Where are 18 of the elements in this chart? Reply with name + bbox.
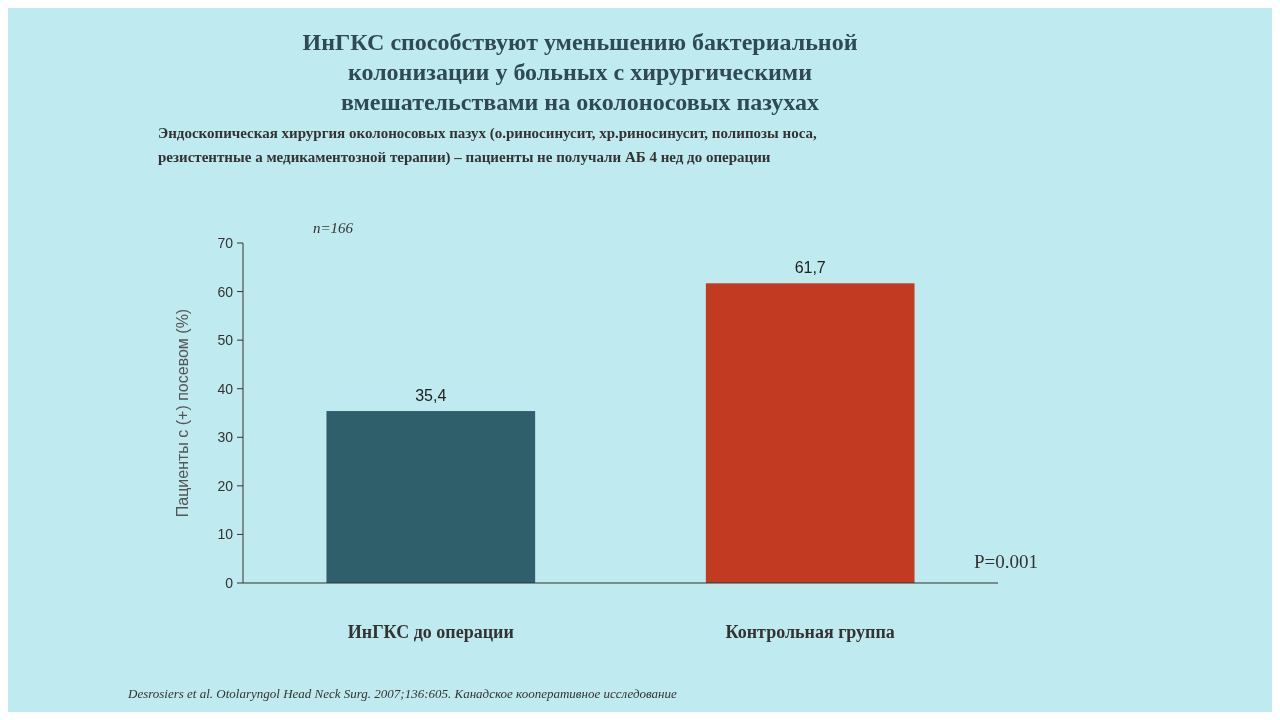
x-tick-label: Контрольная группа xyxy=(725,622,895,642)
y-tick-label: 30 xyxy=(217,429,234,446)
y-tick-label: 40 xyxy=(217,380,234,397)
text: Desrosiers et al. Otolaryngol Head Neck Surg. 2007;136:605. Канадское кооперативное исследование xyxy=(127,686,677,701)
y-tick-label: 60 xyxy=(217,283,234,300)
y-tick-label: 0 xyxy=(225,575,234,591)
annotation: P=0.001 xyxy=(973,551,1038,572)
data-label: 35,4 xyxy=(415,387,447,405)
y-axis-title: Пациенты с (+) посевом (%) xyxy=(174,308,191,518)
y-tick-label: 10 xyxy=(217,526,234,543)
chart-title: ИнГКС способствуют уменьшению бактериальной колонизации у больных с хирургическими вмешательствами на околоносовых пазухах xyxy=(302,29,858,115)
text: n=166 xyxy=(313,220,354,236)
data-label: 61,7 xyxy=(794,259,826,277)
x-tick-label: ИнГКС до операции xyxy=(347,622,514,642)
y-tick-label: 70 xyxy=(217,235,234,251)
y-tick-label: 20 xyxy=(217,477,234,494)
chart-subtitle: Эндоскопическая хирургия околоносовых пазух (о.риносинусит, хр.риносинусит, полипозы носа, резистентные а медикаментозной терапии) – пациенты не получали АБ 4 нед до операции xyxy=(158,125,817,166)
y-tick-label: 50 xyxy=(217,332,234,349)
